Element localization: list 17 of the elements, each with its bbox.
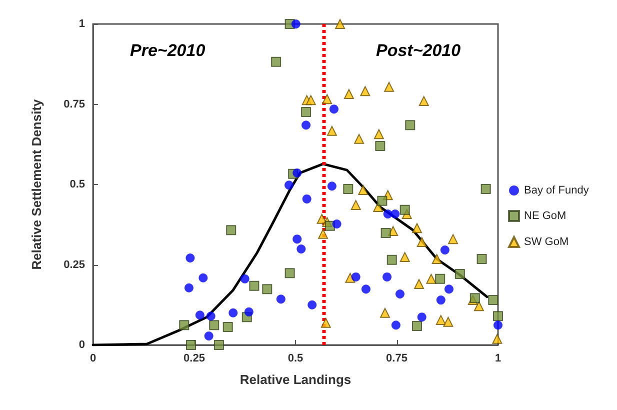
annotation: Post~2010 (376, 41, 462, 60)
x-tick-label: 1 (494, 352, 502, 364)
x-tick-label: 0.25 (184, 352, 205, 364)
y-tick-label: 0.5 (70, 178, 85, 190)
y-axis-title: Relative Settlement Density (29, 98, 44, 270)
legend-label: NE GoM (524, 210, 566, 222)
x-axis-title: Relative Landings (240, 372, 352, 387)
y-tick-label: 1 (78, 18, 85, 30)
legend-label: Bay of Fundy (524, 184, 590, 196)
x-tick-label: 0 (90, 352, 96, 364)
y-tick-label: 0 (78, 339, 85, 351)
annotation: Pre~2010 (130, 41, 206, 60)
y-tick-label: 0.75 (64, 98, 85, 110)
legend-label: SW GoM (524, 236, 569, 248)
x-tick-label: 0.75 (386, 352, 408, 364)
x-tick-label: 0.5 (288, 352, 304, 364)
y-tick-label: 0.25 (64, 258, 85, 271)
